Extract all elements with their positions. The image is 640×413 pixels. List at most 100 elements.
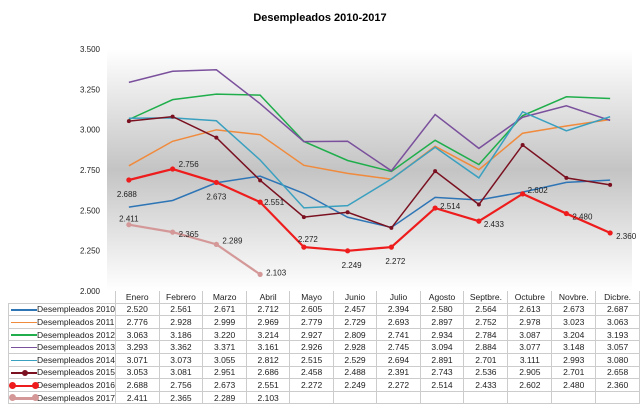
table-cell: 2.687	[595, 302, 640, 317]
legend-swatch	[11, 344, 37, 352]
data-point	[389, 225, 394, 230]
table-cell: 2.978	[507, 315, 553, 329]
table-row: Desempleados 2012 3.063 3.186 3.220 3.214 2.9…	[8, 327, 640, 342]
table-cell: 2.926	[289, 340, 334, 354]
data-label: 2.514	[440, 202, 461, 211]
legend-label: Desempleados 2013	[37, 342, 115, 353]
table-cell: 2.884	[463, 340, 509, 354]
x-tick-label: Novbre.	[551, 291, 597, 304]
table-cell: 3.073	[158, 352, 204, 367]
data-point	[170, 114, 175, 119]
series-line	[128, 118, 611, 180]
table-cell	[376, 390, 421, 405]
table-cell: 2.694	[376, 352, 421, 367]
table-cell: 2.752	[463, 315, 509, 329]
legend-entry: Desempleados 2014	[8, 352, 116, 367]
y-tick-label: 3.250	[80, 85, 101, 94]
table-cell: 2.488	[332, 365, 378, 380]
series-line	[128, 110, 611, 209]
table-cell: 3.148	[551, 340, 597, 354]
table-row: Desempleados 2011 2.776 2.928 2.999 2.969 2.7…	[8, 315, 640, 329]
table-cell: 3.186	[158, 327, 204, 342]
table-cell: 3.081	[158, 365, 204, 380]
table-cell: 2.391	[376, 365, 421, 380]
data-label: 2.272	[298, 235, 319, 244]
table-cell: 3.057	[595, 340, 640, 354]
data-label: 2.551	[264, 198, 285, 207]
plot-area	[107, 49, 632, 291]
data-point	[607, 230, 613, 236]
table-cell: 2.394	[376, 302, 421, 317]
table-cell: 2.743	[419, 365, 465, 380]
series-line	[128, 223, 261, 276]
table-cell: 2.580	[419, 302, 465, 317]
table-cell: 2.701	[463, 352, 509, 367]
legend-entry: Desempleados 2011	[8, 315, 116, 329]
data-label: 2.103	[266, 268, 287, 277]
table-cell: 3.220	[202, 327, 247, 342]
table-cell: 3.063	[595, 315, 640, 329]
table-cell: 3.023	[551, 315, 597, 329]
data-label: 2.756	[179, 160, 200, 169]
y-tick-label: 2.500	[80, 206, 101, 215]
table-cell	[463, 390, 509, 405]
table-cell: 2.927	[289, 327, 334, 342]
data-label: 2.673	[206, 192, 227, 201]
data-point	[170, 166, 176, 172]
table-cell: 3.063	[114, 327, 160, 342]
table-row: Desempleados 2016 2.688 2.756 2.673 2.551 2.2…	[8, 378, 640, 392]
table-cell: 2.809	[332, 327, 378, 342]
table-cell: 2.756	[158, 378, 204, 392]
series-line	[128, 175, 611, 229]
table-cell: 3.071	[114, 352, 160, 367]
table-cell: 3.204	[551, 327, 597, 342]
table-cell: 2.673	[551, 302, 597, 317]
table-cell: 2.928	[332, 340, 378, 354]
data-point	[126, 119, 131, 124]
legend-label: Desempleados 2011	[37, 316, 115, 327]
y-tick-label: 3.000	[80, 126, 101, 135]
legend-label: Desempleados 2012	[37, 329, 115, 340]
legend-swatch	[9, 394, 39, 402]
table-cell	[595, 390, 640, 405]
table-cell: 3.053	[114, 365, 160, 380]
table-cell: 2.993	[551, 352, 597, 367]
table-row: Desempleados 2015 3.053 3.081 2.951 2.686 2.4…	[8, 365, 640, 380]
table-cell: 3.087	[507, 327, 553, 342]
table-cell: 2.529	[332, 352, 378, 367]
table-cell: 3.077	[507, 340, 553, 354]
data-point	[432, 205, 438, 211]
legend-swatch	[9, 381, 39, 390]
x-tick-label: Enero	[114, 291, 160, 304]
table-cell: 2.891	[419, 352, 465, 367]
table-cell: 2.515	[289, 352, 334, 367]
legend-swatch	[11, 331, 37, 339]
table-cell: 2.999	[202, 315, 247, 329]
legend-entry: Desempleados 2016	[8, 378, 116, 392]
table-cell: 2.605	[289, 302, 334, 317]
table-cell: 2.564	[463, 302, 509, 317]
table-cell: 3.094	[419, 340, 465, 354]
table-cell: 2.779	[289, 315, 334, 329]
table-row: Desempleados 2013 3.293 3.362 3.371 3.161 2.9…	[8, 340, 640, 354]
legend-label: Desempleados 2017	[37, 392, 115, 403]
series-line	[128, 93, 611, 173]
legend-swatch	[11, 306, 37, 314]
table-cell: 2.272	[376, 378, 421, 392]
chart-title: Desempleados 2010-2017	[253, 12, 387, 24]
data-label: 2.360	[616, 232, 637, 241]
table-cell: 2.701	[551, 365, 597, 380]
table-cell: 2.514	[419, 378, 465, 392]
table-cell: 2.897	[419, 315, 465, 329]
data-point	[126, 177, 132, 183]
table-row: Desempleados 2017 2.411 2.365 2.289 2.103	[8, 390, 640, 405]
table-cell: 2.289	[202, 390, 247, 405]
x-tick-label: Agosto	[419, 291, 465, 304]
legend-swatch	[11, 357, 37, 365]
table-cell: 2.411	[114, 390, 160, 405]
legend-label: Desempleados 2015	[37, 367, 115, 378]
data-table: Enero Febrero Marzo Abril Mayo Junio Julio Agos…	[8, 291, 640, 405]
series-line	[128, 167, 611, 252]
legend-entry: Desempleados 2017	[8, 390, 116, 405]
data-point	[476, 218, 482, 224]
